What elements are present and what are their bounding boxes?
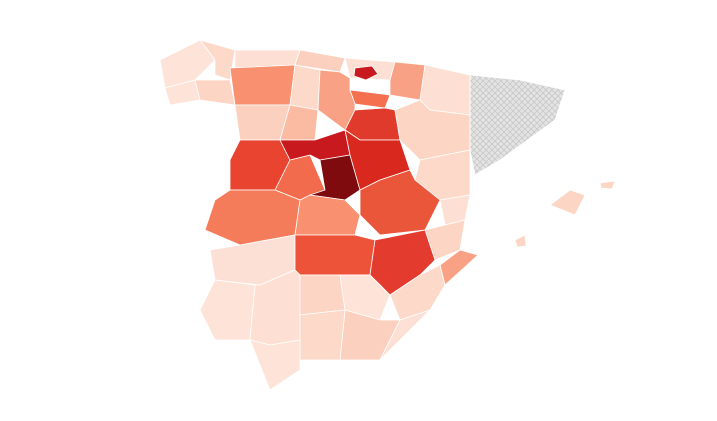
region [549,189,586,216]
region [349,89,391,109]
region [339,309,401,361]
region [394,99,471,161]
region [599,180,616,190]
region [439,194,471,226]
region [389,61,426,101]
region [317,69,356,131]
region [159,39,216,89]
region [199,39,236,81]
no-data-region [469,74,566,176]
region [229,64,296,106]
region [199,279,256,341]
region [294,194,361,236]
region [379,309,431,361]
region [289,64,321,111]
region [299,274,346,316]
regions [159,39,616,391]
region [353,65,379,81]
region [194,79,236,106]
region [294,234,376,276]
region [514,234,527,248]
region [249,339,301,391]
region [339,274,391,321]
region [299,309,346,361]
